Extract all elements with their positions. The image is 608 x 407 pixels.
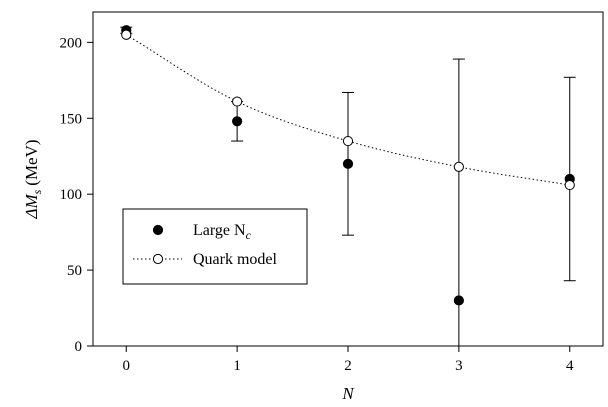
point-large-nc-2 — [342, 158, 354, 169]
legend: Large Nc Quark model — [122, 208, 308, 285]
y-axis-title: ΔMs (MeV) — [22, 139, 44, 219]
x-tick-label-4: 4 — [566, 358, 574, 374]
point-quark-model-2 — [342, 135, 354, 147]
tick-marks — [87, 41, 571, 352]
point-quark-model-1 — [232, 96, 243, 107]
x-tick-label-3: 3 — [455, 358, 463, 374]
tick-labels: 0 1 2 3 4 0 50 100 150 200 — [60, 35, 574, 374]
x-axis-title: N — [341, 384, 355, 403]
point-large-nc-1 — [232, 116, 243, 127]
point-quark-model-4 — [564, 179, 575, 191]
y-tick-label-50: 50 — [67, 263, 82, 279]
x-tick-label-2: 2 — [344, 358, 352, 374]
point-large-nc-3 — [453, 295, 464, 306]
y-axis-title-unit: (MeV) — [22, 139, 41, 185]
legend-label-large-nc: Large Nc — [193, 222, 252, 242]
y-tick-label-150: 150 — [60, 111, 83, 127]
point-quark-model-0 — [121, 29, 132, 40]
x-tick-label-1: 1 — [233, 358, 241, 374]
y-tick-label-100: 100 — [60, 187, 83, 203]
y-axis-title-sub: s — [30, 189, 44, 194]
legend-marker-quark-model — [152, 253, 164, 265]
data-markers — [121, 25, 575, 306]
x-tick-label-0: 0 — [123, 358, 131, 374]
legend-label-quark-model: Quark model — [193, 251, 278, 268]
point-quark-model-3 — [453, 161, 464, 172]
y-axis-title-main: ΔM — [22, 194, 41, 220]
legend-marker-large-nc — [152, 224, 164, 236]
y-tick-label-200: 200 — [60, 35, 83, 51]
y-tick-label-0: 0 — [75, 339, 83, 355]
legend-box — [122, 208, 308, 285]
error-bars — [120, 26, 576, 347]
